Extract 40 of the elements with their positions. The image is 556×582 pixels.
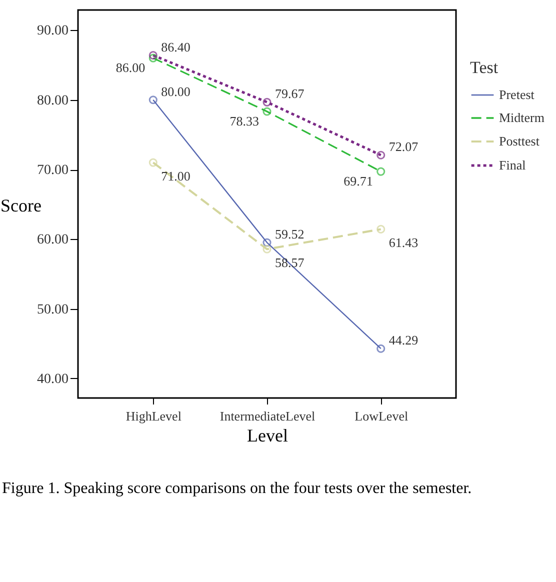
legend-label: Final: [499, 158, 526, 172]
data-label: 80.00: [161, 84, 190, 99]
data-label: 72.07: [388, 139, 419, 154]
data-label: 86.00: [116, 60, 146, 76]
data-label: 71.00: [161, 168, 190, 184]
point: [262, 98, 272, 106]
y-axis-title: Score: [0, 196, 42, 216]
legend-label: Posttest: [499, 134, 540, 148]
x-tick-label: IntermediateLevel: [220, 408, 316, 424]
data-label: 59.52: [275, 226, 304, 242]
y-tick-label: 90.00: [37, 24, 68, 39]
data-label: 44.29: [388, 332, 418, 348]
y-tick-label: 50.00: [37, 302, 68, 318]
y-tick-label: 80.00: [37, 93, 68, 108]
legend-label: Midterm: [499, 110, 544, 125]
point: [376, 344, 386, 353]
point: [148, 96, 158, 104]
point: [148, 54, 158, 62]
y-tick-label: 70.00: [37, 163, 68, 178]
x-tick-label: LowLevel: [354, 408, 408, 424]
point: [376, 150, 386, 160]
data-label: 78.33: [230, 113, 259, 128]
point: [148, 158, 158, 167]
y-tick-label: 40.00: [37, 372, 68, 387]
data-label: 61.43: [388, 235, 418, 250]
data-label: 69.71: [344, 174, 373, 189]
point: [376, 224, 386, 234]
point: [148, 51, 158, 60]
x-axis-title: Level: [247, 426, 288, 446]
y-tick-label: 60.00: [37, 232, 68, 248]
point: [262, 238, 272, 247]
point: [376, 167, 386, 176]
data-label: 86.40: [161, 39, 190, 54]
legend-label: Pretest: [499, 87, 535, 102]
caption: Figure 1. Speaking score comparisons on the four tests over the semester.: [2, 480, 472, 498]
legend-title: Test: [470, 58, 498, 77]
point: [262, 244, 272, 254]
x-tick-label: HighLevel: [126, 408, 182, 424]
point: [262, 107, 272, 116]
data-label: 79.67: [275, 86, 305, 102]
